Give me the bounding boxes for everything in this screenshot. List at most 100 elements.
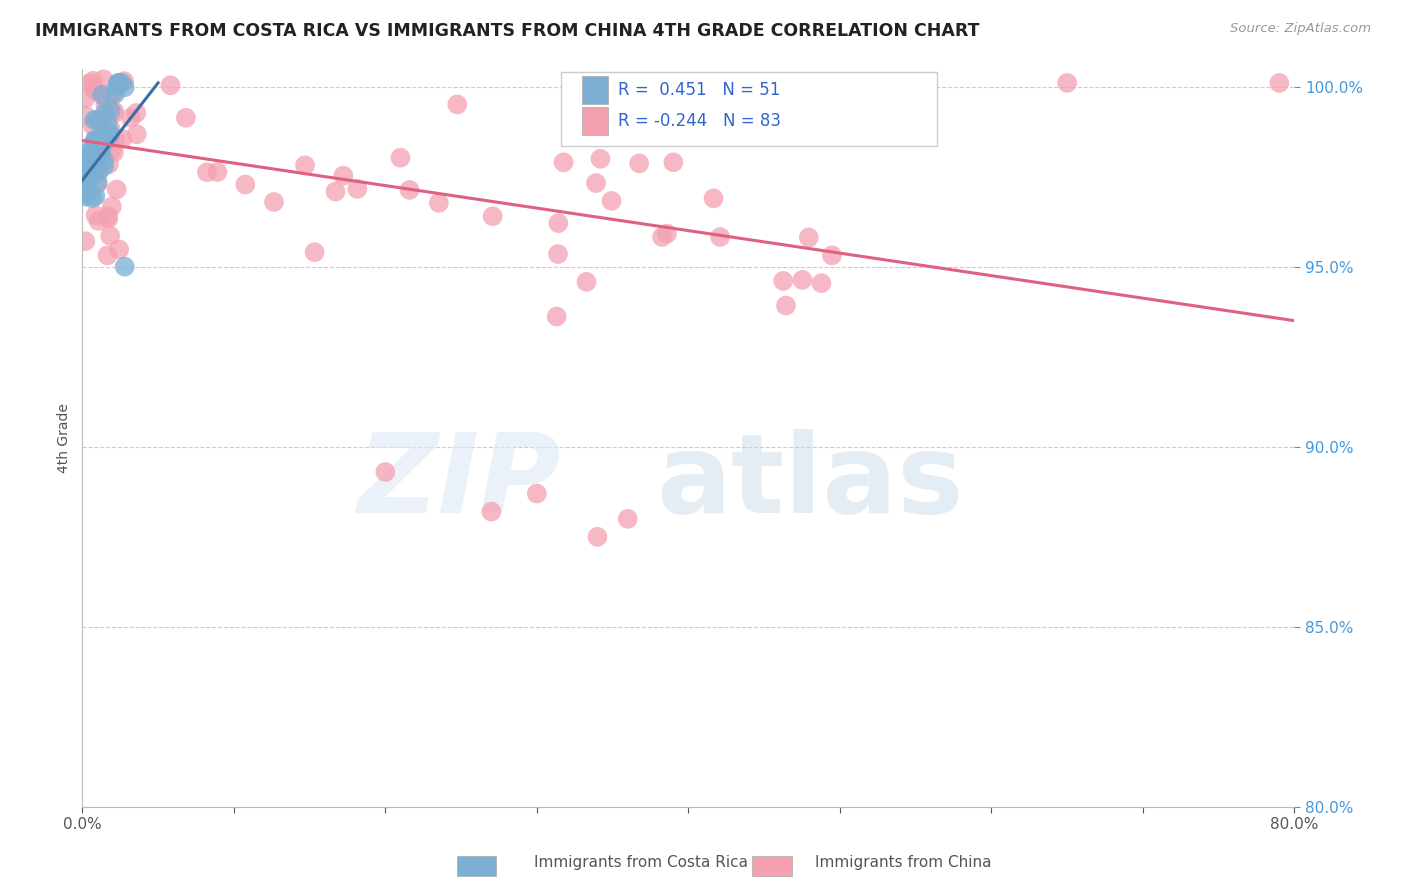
Point bbox=[810, 276, 832, 290]
Point bbox=[107, 78, 129, 93]
Point bbox=[86, 175, 108, 189]
Point bbox=[79, 162, 101, 177]
Point bbox=[481, 209, 503, 223]
Point bbox=[114, 80, 136, 95]
Point bbox=[87, 214, 110, 228]
Point bbox=[589, 152, 612, 166]
Point bbox=[575, 275, 598, 289]
Point bbox=[83, 112, 105, 127]
Point bbox=[86, 151, 108, 165]
Point bbox=[75, 234, 97, 248]
Point bbox=[80, 165, 103, 179]
Point bbox=[84, 208, 107, 222]
Point bbox=[103, 104, 125, 119]
Point bbox=[77, 161, 100, 176]
Point bbox=[294, 158, 316, 172]
Point bbox=[79, 165, 101, 179]
Point bbox=[96, 94, 118, 108]
Point bbox=[103, 106, 125, 120]
Point bbox=[90, 145, 112, 160]
Text: R =  0.451   N = 51: R = 0.451 N = 51 bbox=[619, 81, 780, 99]
Point bbox=[108, 243, 131, 257]
Point bbox=[389, 151, 412, 165]
Point bbox=[703, 191, 725, 205]
Point bbox=[709, 230, 731, 244]
Point bbox=[84, 189, 107, 203]
Point bbox=[111, 76, 134, 90]
Point bbox=[104, 87, 127, 101]
Point bbox=[346, 182, 368, 196]
Point bbox=[93, 159, 115, 173]
Point bbox=[304, 245, 326, 260]
Point bbox=[82, 74, 104, 88]
Text: R = -0.244   N = 83: R = -0.244 N = 83 bbox=[619, 112, 782, 130]
Point bbox=[73, 170, 96, 185]
Point bbox=[93, 72, 115, 87]
FancyBboxPatch shape bbox=[561, 72, 936, 146]
Point bbox=[80, 152, 103, 166]
Point bbox=[651, 230, 673, 244]
Point bbox=[553, 155, 575, 169]
Point bbox=[101, 87, 124, 101]
Point bbox=[120, 111, 142, 125]
Point bbox=[86, 161, 108, 176]
Point bbox=[585, 176, 607, 190]
FancyBboxPatch shape bbox=[582, 107, 609, 135]
Text: atlas: atlas bbox=[657, 428, 963, 535]
Point bbox=[547, 247, 569, 261]
Point bbox=[104, 132, 127, 146]
Point bbox=[79, 76, 101, 90]
Point bbox=[100, 121, 122, 136]
Point bbox=[174, 111, 197, 125]
Point bbox=[628, 156, 651, 170]
Point bbox=[91, 130, 114, 145]
Point bbox=[75, 158, 97, 172]
Point bbox=[233, 178, 256, 192]
Point bbox=[797, 230, 820, 244]
Point bbox=[427, 195, 450, 210]
FancyBboxPatch shape bbox=[582, 76, 609, 104]
Point bbox=[100, 103, 122, 118]
Text: ZIP: ZIP bbox=[357, 428, 561, 535]
Point bbox=[101, 143, 124, 157]
Point bbox=[772, 274, 794, 288]
Point bbox=[82, 119, 104, 133]
Point bbox=[398, 183, 420, 197]
Point bbox=[87, 177, 110, 191]
Point bbox=[1268, 76, 1291, 90]
Point bbox=[105, 182, 128, 196]
Text: Immigrants from Costa Rica: Immigrants from Costa Rica bbox=[534, 855, 748, 870]
Point bbox=[112, 74, 135, 88]
Point bbox=[546, 310, 568, 324]
Point bbox=[97, 157, 120, 171]
Point bbox=[83, 133, 105, 147]
Y-axis label: 4th Grade: 4th Grade bbox=[58, 403, 72, 473]
Text: Source: ZipAtlas.com: Source: ZipAtlas.com bbox=[1230, 22, 1371, 36]
Point bbox=[89, 147, 111, 161]
Point bbox=[93, 106, 115, 120]
Point bbox=[263, 194, 285, 209]
Point bbox=[93, 136, 115, 151]
Point bbox=[481, 505, 503, 519]
Point bbox=[83, 84, 105, 98]
Point bbox=[73, 173, 96, 187]
Point bbox=[84, 133, 107, 147]
Point bbox=[446, 97, 468, 112]
Point bbox=[98, 228, 121, 243]
Point bbox=[73, 185, 96, 199]
Point bbox=[83, 80, 105, 95]
Point bbox=[108, 76, 131, 90]
Point bbox=[76, 153, 98, 167]
Point bbox=[97, 209, 120, 223]
Point bbox=[207, 165, 229, 179]
Point bbox=[374, 465, 396, 479]
Point bbox=[125, 106, 148, 120]
Point bbox=[90, 146, 112, 161]
Point bbox=[662, 155, 685, 169]
Point bbox=[87, 164, 110, 178]
Point bbox=[103, 145, 125, 160]
Point bbox=[325, 185, 347, 199]
Point bbox=[93, 133, 115, 147]
Point bbox=[91, 87, 114, 102]
Point bbox=[77, 148, 100, 162]
